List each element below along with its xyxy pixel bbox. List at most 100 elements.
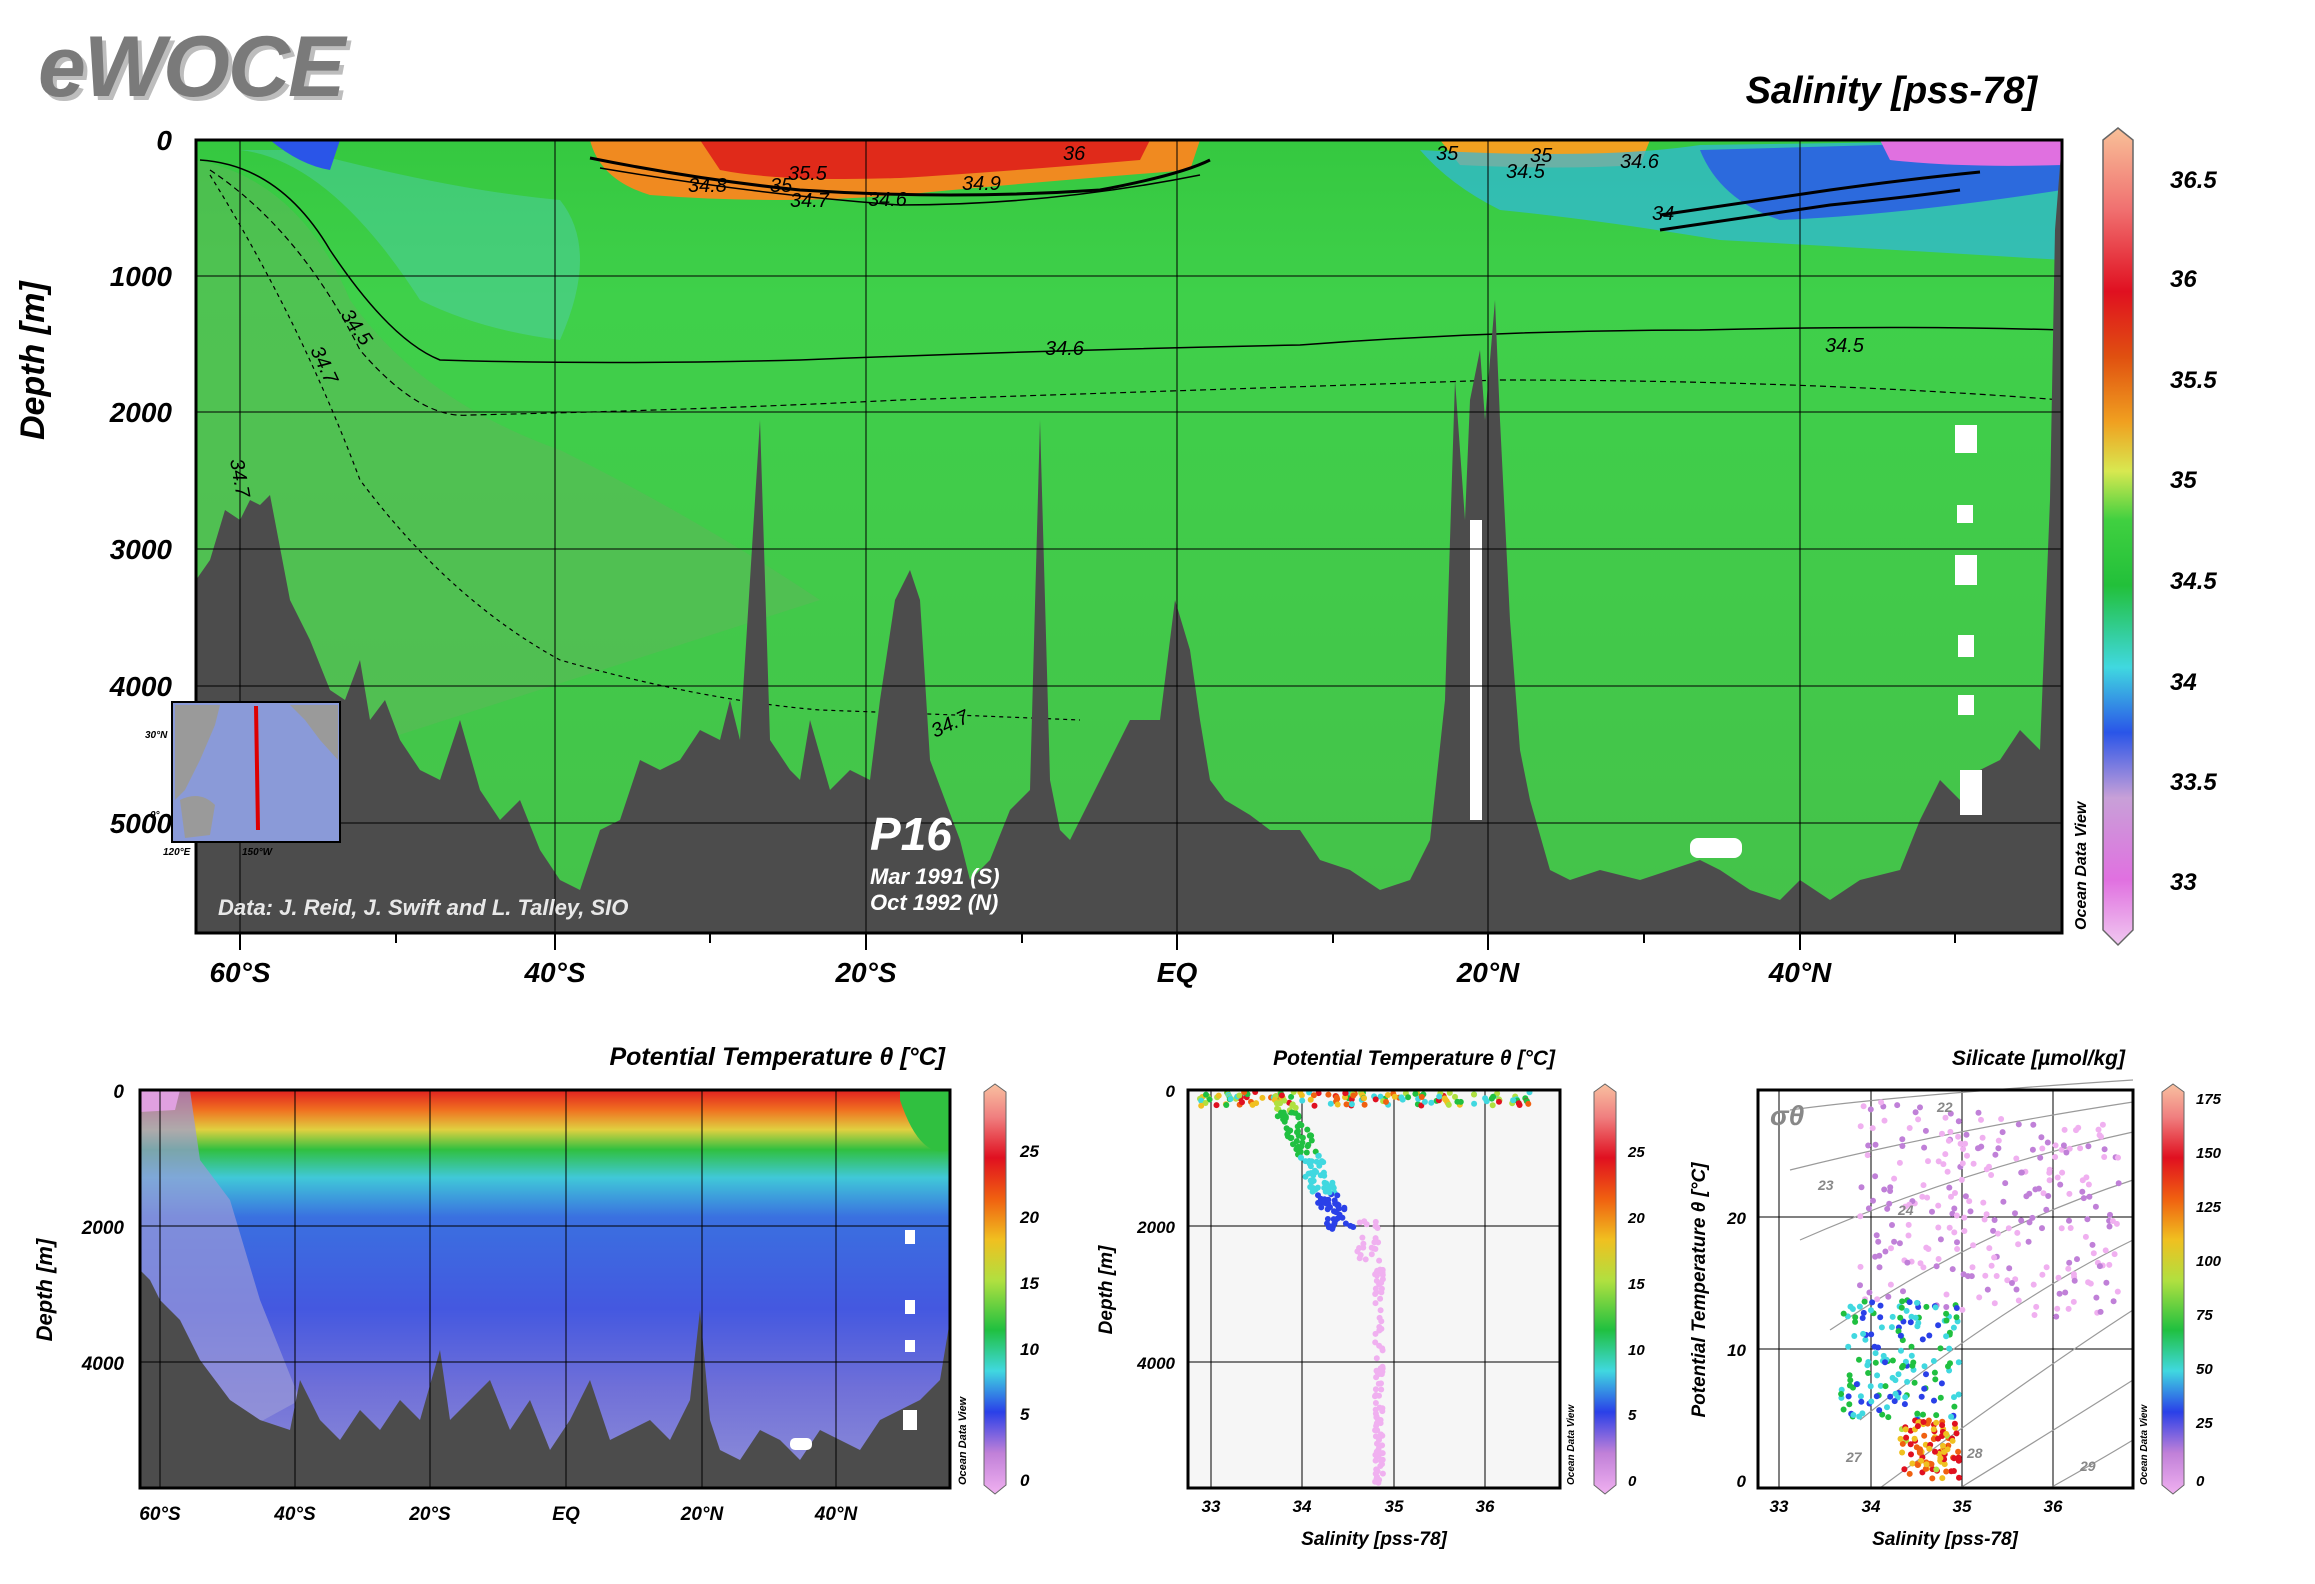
scatter-point [1379,1368,1386,1375]
scatter-point [2070,1298,2077,1305]
scatter-point [1918,1457,1925,1464]
svg-text:33: 33 [1202,1497,1221,1516]
scatter-point [1313,1158,1320,1165]
scatter-point [1915,1320,1922,1326]
scatter-point [1901,1401,1908,1408]
scatter-point [1911,1379,1918,1386]
scatter-point [1887,1393,1894,1400]
svg-text:25: 25 [1627,1144,1645,1161]
svg-text:Ocean Data View: Ocean Data View [957,1395,969,1485]
scatter-point [1929,1475,1936,1482]
scatter-point [1442,1096,1449,1103]
scatter-point [1876,1407,1883,1414]
scatter-point [1868,1331,1875,1338]
temperature-section-ylabel: Depth [m] [32,1238,57,1341]
scatter-point [2095,1126,2102,1133]
scatter-point [1962,1193,1969,1200]
scatter-point [1334,1192,1341,1199]
scatter-point [1925,1158,1931,1165]
salinity-y-ticks: 0 1000 2000 3000 4000 5000 [109,125,173,839]
scatter-point [2085,1143,2092,1150]
scatter-point [1891,1175,1898,1182]
scatter-point [1331,1208,1337,1215]
scatter-point [1906,1125,1913,1131]
scatter-point [1940,1161,1947,1168]
scatter-point [1288,1093,1295,1100]
scatter-point [1904,1378,1911,1385]
scatter-point [1943,1310,1950,1317]
scatter-point [1372,1291,1379,1297]
svg-text:34.6: 34.6 [1620,151,1660,173]
scatter-point [1372,1246,1379,1252]
scatter-point [1350,1224,1357,1230]
scatter-point [1331,1197,1338,1204]
svg-text:35: 35 [1953,1497,1972,1516]
svg-text:150°W: 150°W [242,847,274,858]
scatter-point [1880,1352,1887,1359]
scatter-point [1964,1152,1970,1159]
scatter-point [1372,1096,1379,1103]
scatter-point [2099,1121,2106,1128]
scatter-point [1846,1401,1853,1408]
scatter-point [1857,1123,1864,1130]
scatter-point [1866,1289,1873,1296]
scatter-point [2013,1286,2020,1293]
scatter-point [1914,1462,1921,1468]
scatter-point [1939,1130,1945,1137]
scatter-point [1377,1463,1384,1469]
scatter-point [1889,1357,1896,1364]
scatter-point [1895,1328,1902,1335]
scatter-point [2079,1188,2086,1195]
scatter-point [1994,1230,2001,1237]
scatter-point [1954,1239,1960,1246]
scatter-point [1412,1090,1419,1097]
scatter-point [2090,1250,2097,1257]
scatter-point [1308,1137,1315,1144]
scatter-point [1342,1220,1349,1227]
scatter-point [1361,1095,1367,1102]
svg-text:20: 20 [1627,1210,1645,1227]
scatter-point [1304,1126,1311,1133]
scatter-point [1879,1411,1886,1418]
scatter-point [1877,1302,1884,1309]
svg-text:35.5: 35.5 [788,163,828,185]
scatter-point [1376,1257,1383,1264]
svg-text:20: 20 [1726,1209,1746,1228]
scatter-point [1851,1333,1858,1339]
scatter-point [1897,1435,1904,1442]
scatter-point [1954,1246,1961,1252]
scatter-point [1377,1420,1384,1427]
scatter-point [2059,1169,2066,1176]
scatter-point [1991,1254,1998,1261]
scatter-point [1311,1186,1318,1193]
svg-text:30°N: 30°N [145,730,168,741]
scatter-point [1982,1272,1989,1279]
scatter-point [1983,1211,1990,1218]
scatter-point [1872,1141,1879,1148]
scatter-point [1962,1140,1969,1147]
scatter-point [1907,1319,1914,1326]
scatter-point [2082,1233,2089,1240]
scatter-point [1317,1172,1324,1179]
scatter-point [1227,1095,1234,1102]
scatter-point [2054,1305,2061,1312]
scatter-point [1295,1114,1302,1121]
svg-text:20: 20 [1019,1208,1039,1227]
scatter-point [2031,1312,2038,1318]
scatter-point [1889,1222,1895,1228]
scatter-point [1377,1295,1384,1302]
scatter-point [1942,1151,1949,1158]
scatter-point [1949,1437,1956,1444]
scatter-point [1874,1372,1881,1379]
data-credit: Data: J. Reid, J. Swift and L. Talley, S… [218,895,628,920]
scatter-point [1986,1245,1993,1252]
svg-text:35: 35 [1385,1497,1404,1516]
scatter-point [1845,1393,1852,1400]
scatter-point [1955,1133,1962,1140]
scatter-point [1496,1098,1502,1105]
scatter-point [1372,1285,1379,1292]
scatter-point [1908,1352,1915,1359]
scatter-point [1897,1332,1904,1339]
scatter-point [1372,1427,1379,1434]
scatter-point [1310,1092,1317,1099]
